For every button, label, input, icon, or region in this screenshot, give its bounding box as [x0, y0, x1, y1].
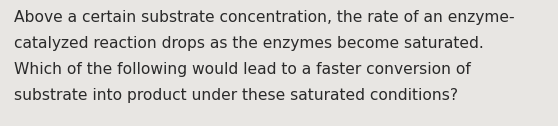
Text: catalyzed reaction drops as the enzymes become saturated.: catalyzed reaction drops as the enzymes …	[14, 36, 484, 51]
Text: substrate into product under these saturated conditions?: substrate into product under these satur…	[14, 88, 458, 103]
Text: Which of the following would lead to a faster conversion of: Which of the following would lead to a f…	[14, 62, 471, 77]
Text: Above a certain substrate concentration, the rate of an enzyme-: Above a certain substrate concentration,…	[14, 10, 514, 25]
